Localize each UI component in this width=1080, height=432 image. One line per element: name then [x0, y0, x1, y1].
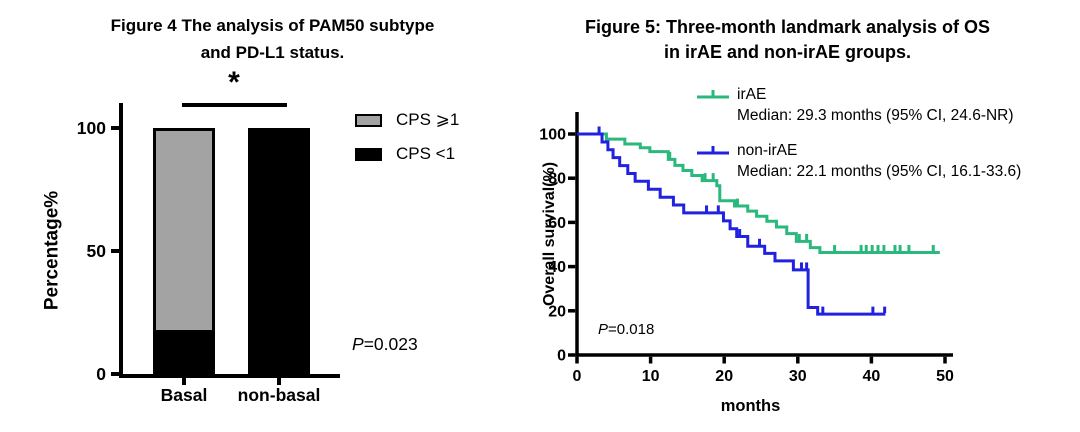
- fig4-y-tick-label: 50: [86, 241, 106, 261]
- fig5-x-tick-label: 20: [715, 368, 733, 385]
- irae-legend-row: irAE: [696, 86, 1014, 103]
- p-letter: P: [352, 334, 364, 354]
- figure5-title: Figure 5: Three-month landmark analysis …: [535, 15, 1040, 65]
- cps-ge1-swatch: [355, 113, 382, 127]
- significance-asterisk: *: [228, 66, 240, 99]
- figure5-title-line1: Figure 5: Three-month landmark analysis …: [584, 17, 991, 37]
- km-curve-irAE: [577, 132, 940, 254]
- fig5-x-tick-label: 30: [789, 368, 807, 385]
- irae-line-marker: [697, 90, 729, 99]
- fig5-y-tick-label: 60: [548, 215, 566, 232]
- fig5-y-tick-label: 0: [557, 348, 566, 365]
- fig4-y-tick: [111, 249, 119, 253]
- fig5-y-tick-label: 20: [548, 303, 566, 320]
- fig5-x-tick-label: 0: [573, 368, 582, 385]
- fig4-x-tick: [182, 377, 186, 385]
- non-irae-median-text: Median: 22.1 months (95% CI, 16.1-33.6): [737, 163, 1022, 180]
- irae-label: irAE: [737, 86, 767, 103]
- figure4-legend: CPS ⩾1 CPS <1: [355, 111, 459, 179]
- fig5-x-tick-label: 10: [642, 368, 660, 385]
- fig4-bar-Basal: [153, 128, 215, 374]
- fig5-x-tick-label: 40: [863, 368, 881, 385]
- fig4-y-tick: [111, 126, 119, 130]
- figure5-legend-irae: irAE Median: 29.3 months (95% CI, 24.6-N…: [696, 86, 1014, 125]
- figure4-title-line1: Figure 4 The analysis of PAM50 subtype: [110, 16, 435, 35]
- figure5-x-axis-label: months: [720, 397, 781, 415]
- legend-item-cps-lt1: CPS <1: [355, 145, 459, 163]
- fig4-x-axis: [119, 374, 340, 378]
- fig4-category-label: non-basal: [237, 385, 321, 405]
- fig4-bar-non-basal: [248, 128, 310, 374]
- p-letter: P: [598, 321, 609, 338]
- figure4-title-line2: and PD-L1 status.: [200, 43, 345, 62]
- figure5-p-value: P=0.018: [598, 321, 655, 338]
- fig4-y-axis: [119, 103, 123, 378]
- fig5-y-tick-label: 40: [548, 259, 566, 276]
- fig4-category-label: Basal: [160, 385, 208, 405]
- significance-line: [182, 103, 287, 107]
- figure5-legend-non-irae: non-irAE Median: 22.1 months (95% CI, 16…: [696, 142, 1022, 181]
- km-curve-non-irAE: [577, 132, 886, 316]
- cps-lt1-swatch: [355, 147, 382, 161]
- legend-item-cps-ge1: CPS ⩾1: [355, 111, 459, 129]
- fig4-bar-segment-cps-lt1: [156, 330, 212, 371]
- fig4-y-tick: [111, 372, 119, 376]
- non-irae-label: non-irAE: [737, 142, 798, 159]
- non-irae-legend-row: non-irAE: [696, 142, 1021, 159]
- figure4-title: Figure 4 The analysis of PAM50 subtype a…: [40, 12, 505, 66]
- fig5-y-tick-label: 80: [548, 171, 566, 188]
- irae-median-text: Median: 29.3 months (95% CI, 24.6-NR): [737, 107, 1014, 124]
- figure5-title-line2: in irAE and non-irAE groups.: [664, 42, 911, 62]
- figure4-p-value: P=0.023: [352, 334, 418, 354]
- cps-lt1-label: CPS <1: [396, 144, 456, 163]
- fig4-y-tick-label: 0: [96, 364, 106, 384]
- fig5-y-tick-label: 100: [540, 127, 566, 144]
- fig4-x-tick: [277, 377, 281, 385]
- figure5-km-plot: 0 10 20 30 40 50 0 20 40 60 80 100: [540, 112, 954, 385]
- fig4-y-tick-label: 100: [76, 118, 106, 138]
- figure4-plot-area: 0 50 100 Basal non-basal: [76, 103, 340, 405]
- non-irae-line-marker: [697, 146, 729, 155]
- fig5-x-tick-label: 50: [936, 368, 954, 385]
- cps-ge1-label: CPS ⩾1: [396, 110, 460, 129]
